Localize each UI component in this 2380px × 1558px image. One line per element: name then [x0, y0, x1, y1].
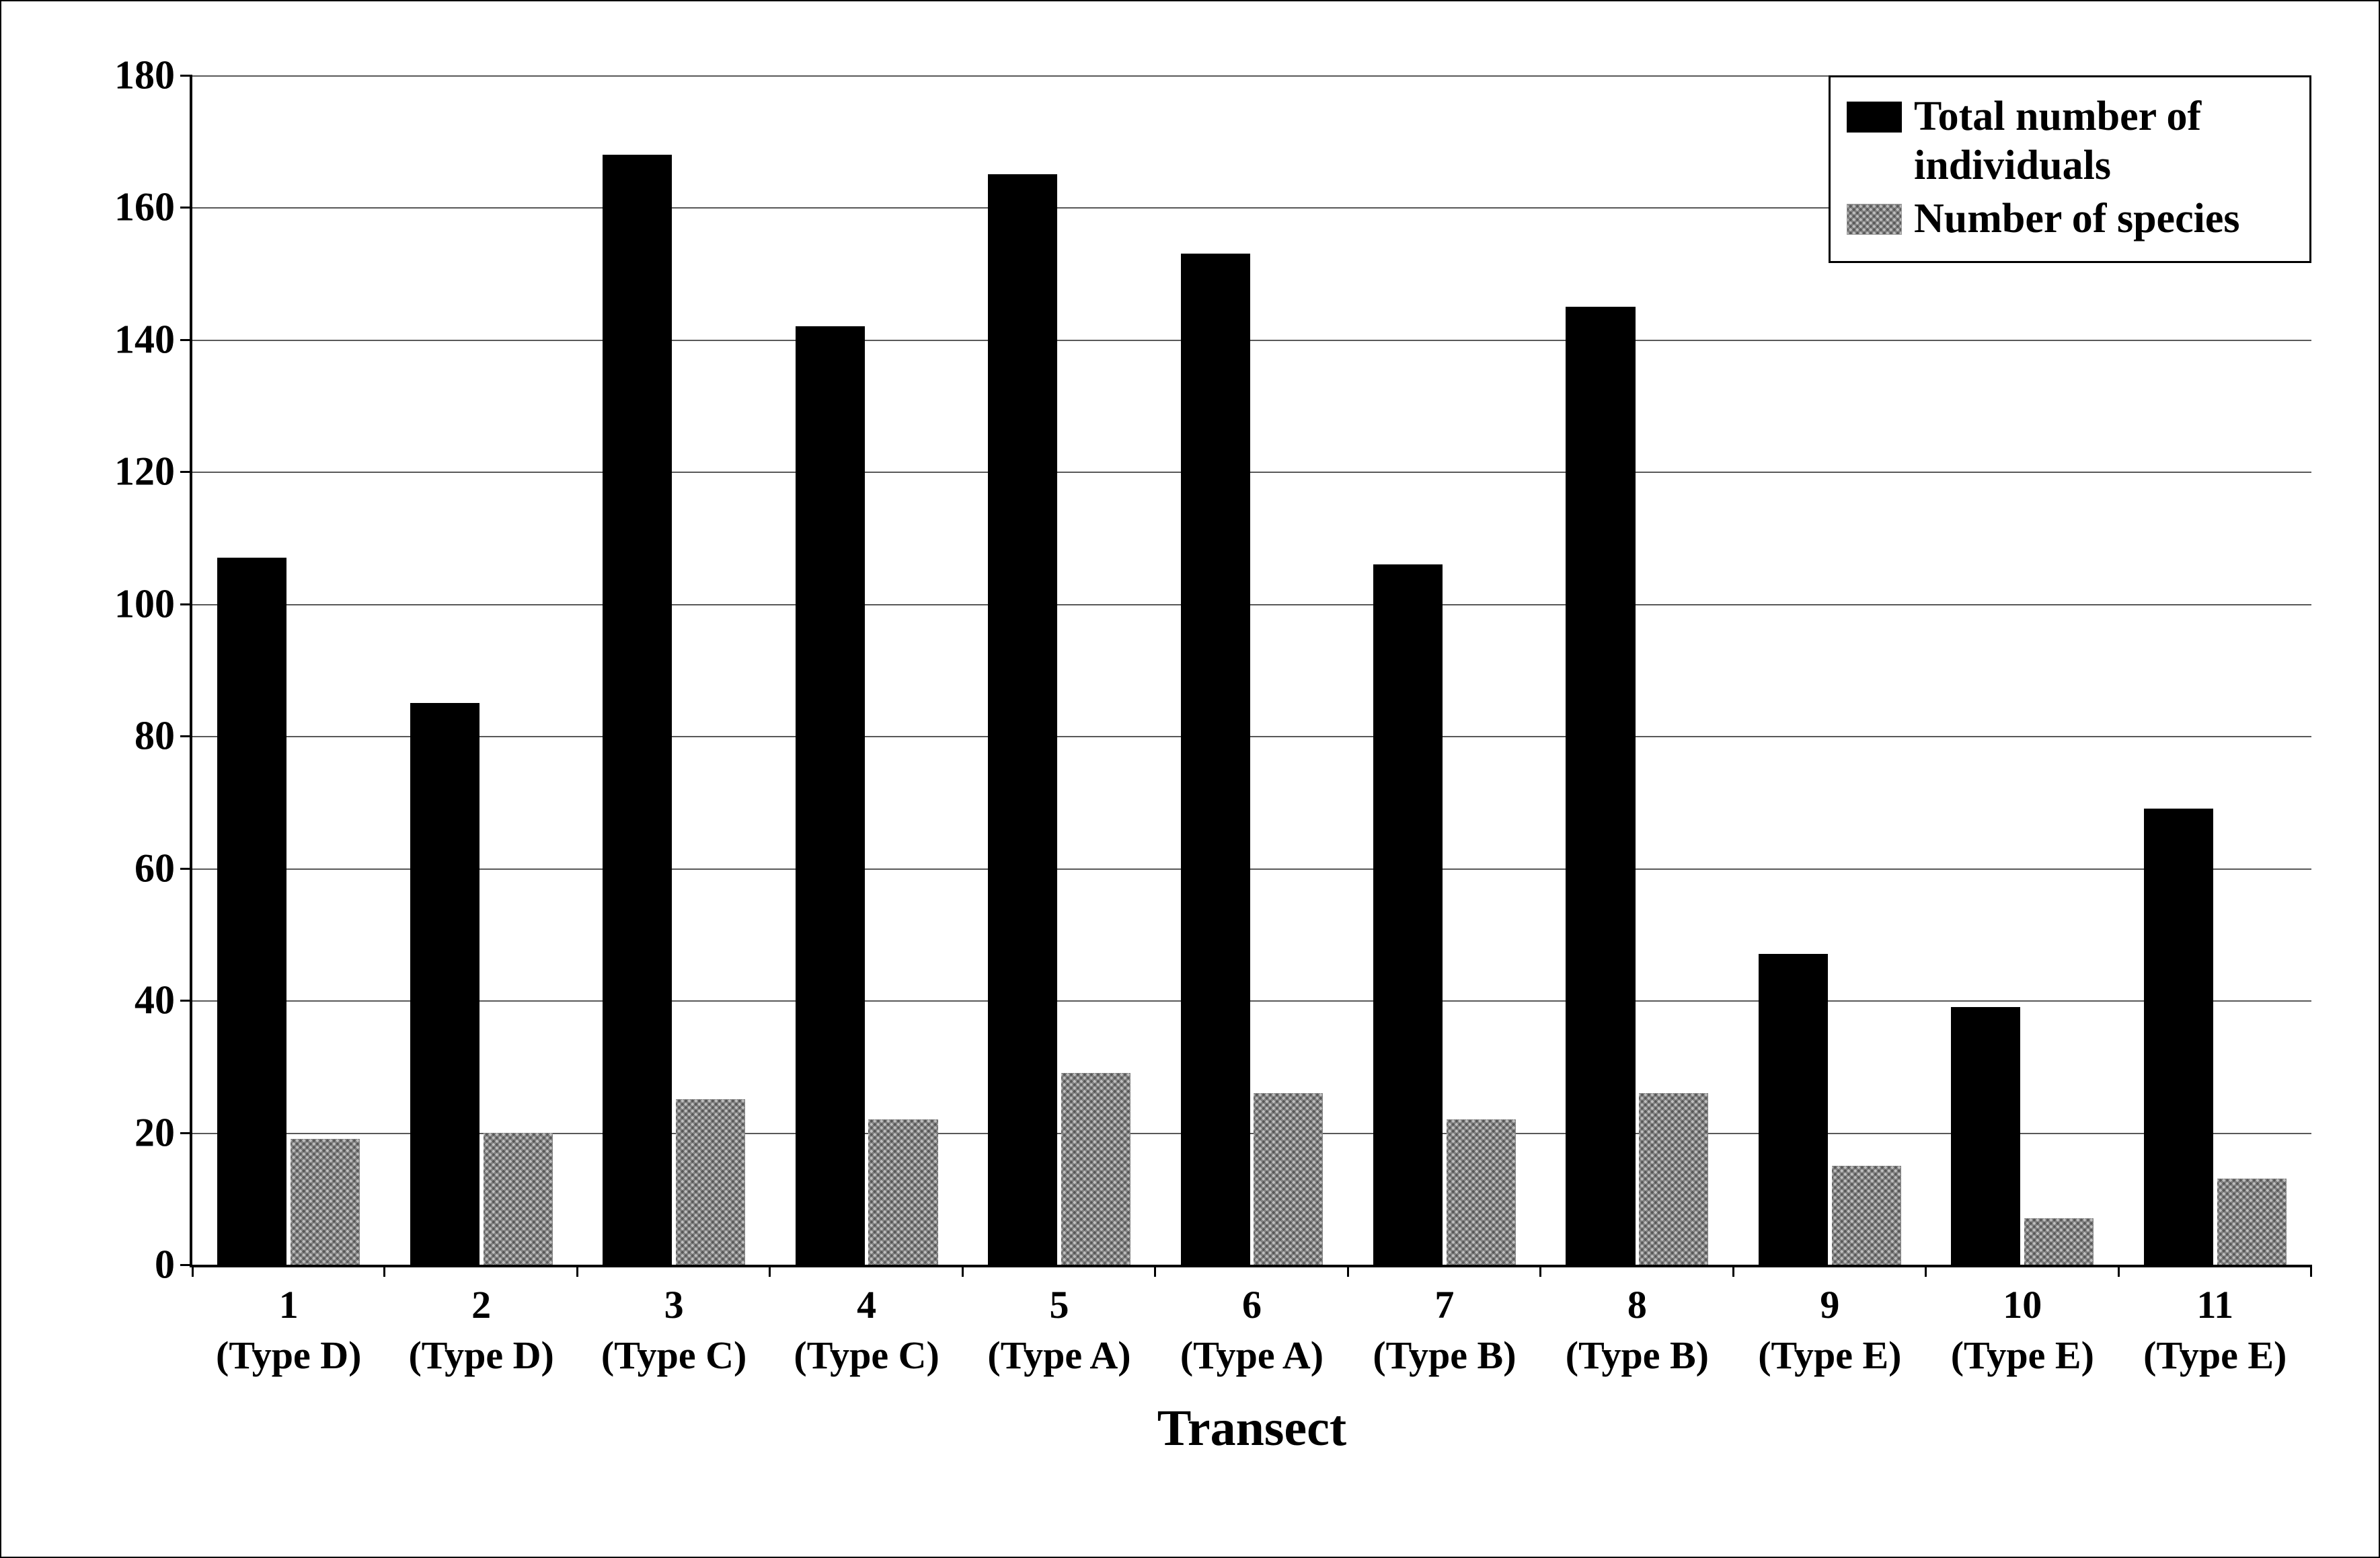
legend-swatch-individuals [1847, 102, 1902, 133]
x-tick-label: 10 (Type E) [1951, 1279, 2094, 1381]
x-tick [1154, 1265, 1156, 1277]
x-tick [2118, 1265, 2120, 1277]
x-tick [2310, 1265, 2312, 1277]
bar-species [868, 1119, 937, 1265]
bar-group: 3 (Type C) [578, 75, 770, 1265]
x-tick [769, 1265, 771, 1277]
y-tick [180, 339, 192, 341]
y-tick [180, 207, 192, 209]
x-tick-label: 8 (Type B) [1566, 1279, 1709, 1381]
legend-item: Number of species [1847, 194, 2291, 244]
y-tick [180, 735, 192, 737]
y-tick [180, 1000, 192, 1002]
y-tick-label: 120 [114, 449, 175, 495]
bar-group: 2 (Type D) [385, 75, 577, 1265]
bar-individuals [1759, 954, 1828, 1265]
y-tick-label: 0 [155, 1242, 175, 1288]
x-tick-label: 3 (Type C) [601, 1279, 746, 1381]
y-tick-label: 180 [114, 52, 175, 99]
x-tick [383, 1265, 385, 1277]
x-tick-label: 7 (Type B) [1373, 1279, 1516, 1381]
bar-group: 5 (Type A) [963, 75, 1155, 1265]
bar-species [1639, 1093, 1708, 1265]
bar-individuals [217, 558, 286, 1265]
bar-group: 7 (Type B) [1348, 75, 1541, 1265]
bar-individuals [2144, 809, 2213, 1265]
x-tick [192, 1265, 194, 1277]
x-tick-label: 2 (Type D) [408, 1279, 553, 1381]
legend-swatch-species [1847, 204, 1902, 235]
legend: Total number of individuals Number of sp… [1829, 75, 2311, 263]
bar-individuals [603, 155, 672, 1265]
x-tick [1925, 1265, 1927, 1277]
legend-item: Total number of individuals [1847, 92, 2291, 190]
plot-area: Total number of individuals Number of sp… [190, 75, 2311, 1267]
y-tick-label: 80 [135, 713, 175, 759]
x-tick-label: 9 (Type E) [1758, 1279, 1901, 1381]
bar-individuals [796, 326, 865, 1265]
x-tick [576, 1265, 578, 1277]
chart-container: Total number of individuals Number of sp… [42, 22, 2338, 1523]
bar-species [484, 1133, 553, 1265]
bar-group: 1 (Type D) [192, 75, 385, 1265]
y-tick [180, 603, 192, 605]
y-tick [180, 1132, 192, 1134]
y-tick-label: 140 [114, 316, 175, 363]
bar-species [2217, 1179, 2287, 1265]
bar-group: 4 (Type C) [770, 75, 962, 1265]
bar-species [291, 1139, 360, 1265]
y-tick-label: 160 [114, 184, 175, 231]
bar-species [2024, 1218, 2094, 1265]
x-axis-title: Transect [1157, 1399, 1346, 1458]
bar-species [1447, 1119, 1516, 1265]
y-tick [180, 471, 192, 473]
bar-species [1061, 1073, 1130, 1265]
bar-group: 6 (Type A) [1155, 75, 1348, 1265]
y-tick-label: 20 [135, 1109, 175, 1156]
bar-species [676, 1099, 745, 1265]
bar-individuals [1373, 564, 1443, 1265]
x-tick-label: 5 (Type A) [987, 1279, 1130, 1381]
bar-group: 8 (Type B) [1541, 75, 1733, 1265]
x-tick-label: 11 (Type E) [2143, 1279, 2287, 1381]
y-tick-label: 40 [135, 977, 175, 1024]
bar-individuals [1951, 1007, 2020, 1265]
y-tick-label: 60 [135, 845, 175, 891]
x-tick [962, 1265, 964, 1277]
y-tick [180, 1264, 192, 1266]
bar-species [1254, 1093, 1323, 1265]
x-tick [1539, 1265, 1541, 1277]
legend-label: Total number of individuals [1914, 92, 2291, 190]
x-tick-label: 1 (Type D) [216, 1279, 361, 1381]
x-tick-label: 6 (Type A) [1180, 1279, 1323, 1381]
chart-frame: Total number of individuals Number of sp… [0, 0, 2380, 1558]
legend-label: Number of species [1914, 194, 2239, 244]
y-tick [180, 868, 192, 870]
x-tick [1732, 1265, 1734, 1277]
x-tick [1347, 1265, 1349, 1277]
y-tick [180, 75, 192, 77]
y-tick-label: 100 [114, 581, 175, 627]
bar-individuals [1566, 307, 1635, 1265]
bar-individuals [988, 174, 1057, 1265]
x-tick-label: 4 (Type C) [794, 1279, 939, 1381]
bar-species [1832, 1166, 1901, 1265]
bar-individuals [410, 703, 479, 1265]
bar-individuals [1181, 254, 1250, 1265]
